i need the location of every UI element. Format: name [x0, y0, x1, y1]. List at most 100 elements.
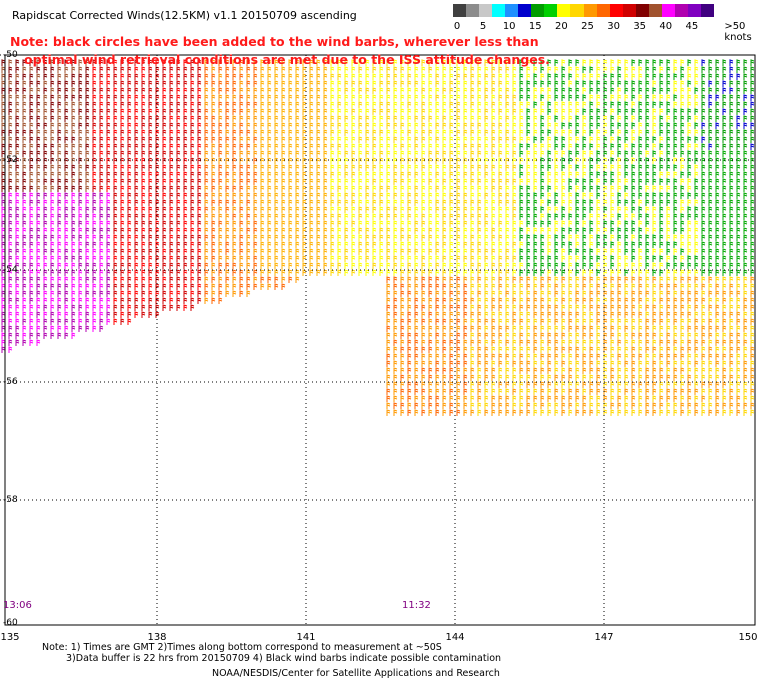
- wind-barb: [183, 227, 188, 234]
- wind-barb: [393, 304, 398, 311]
- wind-barb: [57, 87, 62, 94]
- wind-barb: [631, 227, 636, 234]
- wind-barb: [708, 73, 713, 80]
- wind-barb: [470, 409, 475, 416]
- wind-barb: [680, 332, 685, 339]
- wind-barb: [29, 290, 34, 297]
- wind-barb: [414, 178, 419, 185]
- wind-barb: [715, 157, 720, 164]
- wind-barb: [400, 283, 405, 290]
- wind-barb: [309, 248, 314, 255]
- wind-barb: [22, 304, 27, 311]
- wind-barb: [323, 178, 328, 185]
- wind-barb: [211, 283, 216, 290]
- wind-barb: [253, 185, 258, 192]
- wind-barb: [505, 248, 510, 255]
- wind-barb: [442, 150, 447, 157]
- wind-barb: [428, 185, 433, 192]
- wind-barb: [414, 143, 419, 150]
- wind-barb: [582, 332, 587, 339]
- wind-barb: [631, 255, 636, 262]
- wind-barb: [491, 297, 496, 304]
- wind-barb: [729, 213, 734, 220]
- wind-barb: [43, 220, 48, 227]
- wind-barb: [561, 241, 566, 248]
- wind-barb: [239, 94, 244, 101]
- wind-barb: [22, 297, 27, 304]
- wind-barb: [701, 318, 706, 325]
- wind-barb: [533, 255, 538, 262]
- wind-barb: [204, 164, 209, 171]
- wind-barb: [337, 136, 342, 143]
- wind-barb: [428, 66, 433, 73]
- wind-barb: [652, 136, 657, 143]
- wind-barb: [491, 262, 496, 269]
- wind-barb: [694, 143, 699, 150]
- wind-barb: [414, 290, 419, 297]
- wind-barb: [155, 59, 160, 66]
- wind-barb: [729, 346, 734, 353]
- wind-barb: [260, 199, 265, 206]
- wind-barb: [512, 255, 517, 262]
- wind-barb: [281, 199, 286, 206]
- wind-barb: [680, 297, 685, 304]
- wind-barb: [505, 283, 510, 290]
- wind-barb: [694, 269, 699, 276]
- wind-barb: [666, 150, 671, 157]
- wind-barb: [78, 213, 83, 220]
- wind-barb: [498, 59, 503, 66]
- wind-barb: [617, 101, 622, 108]
- wind-barb: [498, 318, 503, 325]
- wind-barb: [211, 199, 216, 206]
- attitude-note: Note: black circles have been added to t…: [10, 33, 550, 69]
- wind-barb: [169, 276, 174, 283]
- wind-barb: [162, 185, 167, 192]
- wind-barb: [337, 185, 342, 192]
- wind-barb: [15, 241, 20, 248]
- wind-barb: [288, 94, 293, 101]
- wind-barb: [484, 213, 489, 220]
- wind-barb: [680, 73, 685, 80]
- wind-barb: [652, 220, 657, 227]
- wind-barb: [365, 108, 370, 115]
- wind-barb: [204, 290, 209, 297]
- wind-barb: [64, 171, 69, 178]
- wind-barb: [722, 255, 727, 262]
- wind-barb: [8, 332, 13, 339]
- wind-barb: [736, 227, 741, 234]
- wind-barb: [113, 304, 118, 311]
- wind-barb: [729, 122, 734, 129]
- wind-barb: [736, 290, 741, 297]
- wind-barb: [36, 192, 41, 199]
- wind-barb: [673, 262, 678, 269]
- wind-barb: [113, 66, 118, 73]
- wind-barb: [274, 136, 279, 143]
- wind-barb: [526, 318, 531, 325]
- wind-barb: [239, 59, 244, 66]
- wind-barb: [694, 171, 699, 178]
- wind-barb: [722, 234, 727, 241]
- wind-barb: [414, 388, 419, 395]
- wind-barb: [428, 402, 433, 409]
- wind-barb: [645, 269, 650, 276]
- wind-barb: [99, 311, 104, 318]
- wind-barb: [29, 283, 34, 290]
- wind-barb: [687, 199, 692, 206]
- wind-barb: [575, 108, 580, 115]
- wind-barb: [505, 339, 510, 346]
- wind-barb: [596, 227, 601, 234]
- wind-barb: [155, 101, 160, 108]
- wind-barb: [260, 101, 265, 108]
- wind-barb: [232, 80, 237, 87]
- wind-barb: [561, 108, 566, 115]
- wind-barb: [64, 157, 69, 164]
- wind-barb: [743, 66, 748, 73]
- wind-barb: [106, 241, 111, 248]
- wind-barb: [302, 241, 307, 248]
- wind-barb: [400, 304, 405, 311]
- wind-barb: [358, 213, 363, 220]
- wind-barb: [694, 192, 699, 199]
- wind-barb: [673, 297, 678, 304]
- wind-barb: [505, 227, 510, 234]
- wind-barb: [372, 199, 377, 206]
